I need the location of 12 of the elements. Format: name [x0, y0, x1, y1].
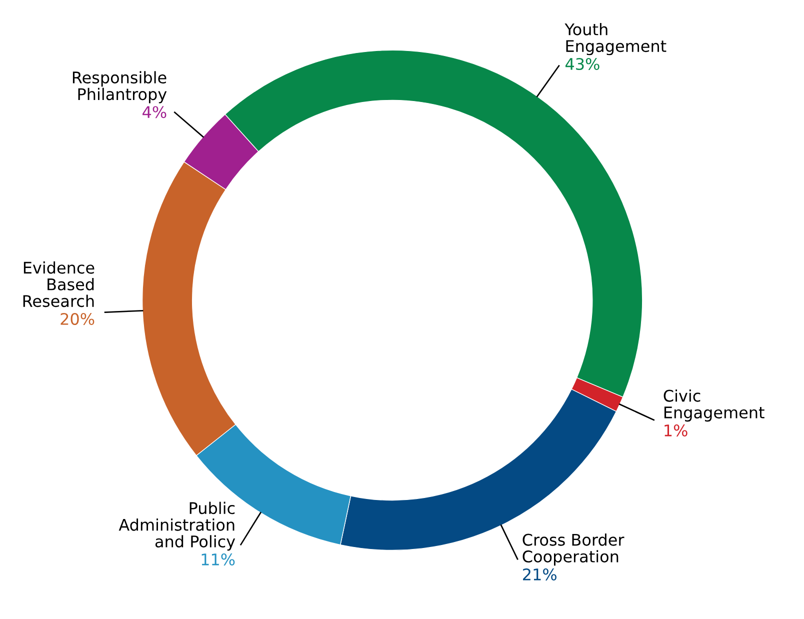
slice-label: Evidence Based Research — [23, 261, 94, 308]
slice-label: Public Administration and Policy — [118, 502, 236, 551]
data-label: 1% — [664, 424, 688, 436]
data-label: 43% — [566, 58, 600, 70]
data-label: 20% — [60, 312, 94, 326]
data-label: 4% — [142, 106, 166, 118]
slice-label: Responsible Philantropy — [72, 71, 167, 104]
data-label: 21% — [523, 568, 556, 580]
slice-label: Cross Border Cooperation — [522, 533, 624, 566]
slice-label: Civic Engagement — [664, 389, 764, 422]
data-label: 11% — [202, 553, 235, 566]
slice-label: Youth Engagement — [564, 23, 666, 56]
